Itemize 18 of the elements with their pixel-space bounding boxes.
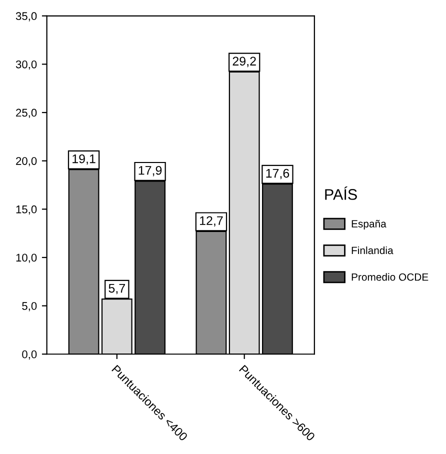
data-label: 5,7 bbox=[108, 284, 125, 294]
y-tick-label: 20,0 bbox=[16, 157, 37, 166]
y-tick-label: 35,0 bbox=[16, 12, 37, 22]
data-label: 19,1 bbox=[72, 154, 96, 165]
legend-label: Finlandia bbox=[352, 246, 394, 254]
legend-label: España bbox=[352, 220, 386, 230]
y-tick-label: 15,0 bbox=[16, 205, 37, 215]
data-label: 17,6 bbox=[266, 168, 290, 180]
legend-title: PAÍS bbox=[325, 186, 357, 200]
legend-label: Promedio OCDE bbox=[352, 273, 428, 281]
y-tick-label: 25,0 bbox=[16, 108, 37, 118]
y-tick-label: 10,0 bbox=[16, 254, 37, 263]
y-tick-label: 0,0 bbox=[22, 350, 37, 360]
data-label: 29,2 bbox=[232, 56, 256, 68]
data-label: 17,9 bbox=[138, 166, 162, 176]
y-tick-label: 30,0 bbox=[16, 60, 37, 70]
y-tick-label: 5,0 bbox=[22, 302, 37, 312]
data-label: 12,7 bbox=[200, 216, 223, 227]
